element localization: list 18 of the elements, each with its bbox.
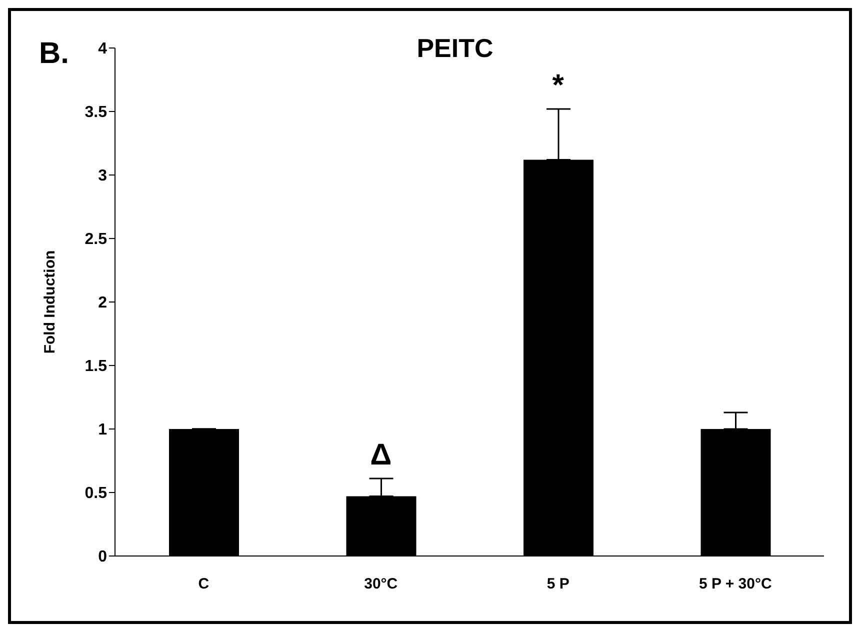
- annotation: Δ: [370, 438, 392, 472]
- y-tick-label: 4: [98, 40, 108, 58]
- y-tick-label: 2: [98, 294, 108, 312]
- y-tick-label: 0: [98, 548, 108, 566]
- y-axis-title: Fold Induction: [41, 250, 58, 354]
- y-tick-label: 3: [98, 168, 108, 185]
- y-tick-label: 1.5: [84, 358, 108, 376]
- text: B.: [39, 37, 69, 71]
- y-tick-label: 1: [98, 422, 108, 439]
- x-tick-label: 5 P + 30°C: [698, 576, 772, 593]
- chart-title: PEITC: [416, 33, 494, 63]
- y-tick-label: 0.5: [84, 485, 108, 502]
- x-tick-label: 30°C: [364, 576, 398, 593]
- y-tick-label: 3.5: [84, 104, 108, 122]
- y-tick-label: 2.5: [84, 231, 108, 248]
- x-tick-label: 5 P: [546, 576, 570, 593]
- annotation: *: [552, 68, 564, 102]
- x-tick-label: C: [198, 576, 210, 593]
